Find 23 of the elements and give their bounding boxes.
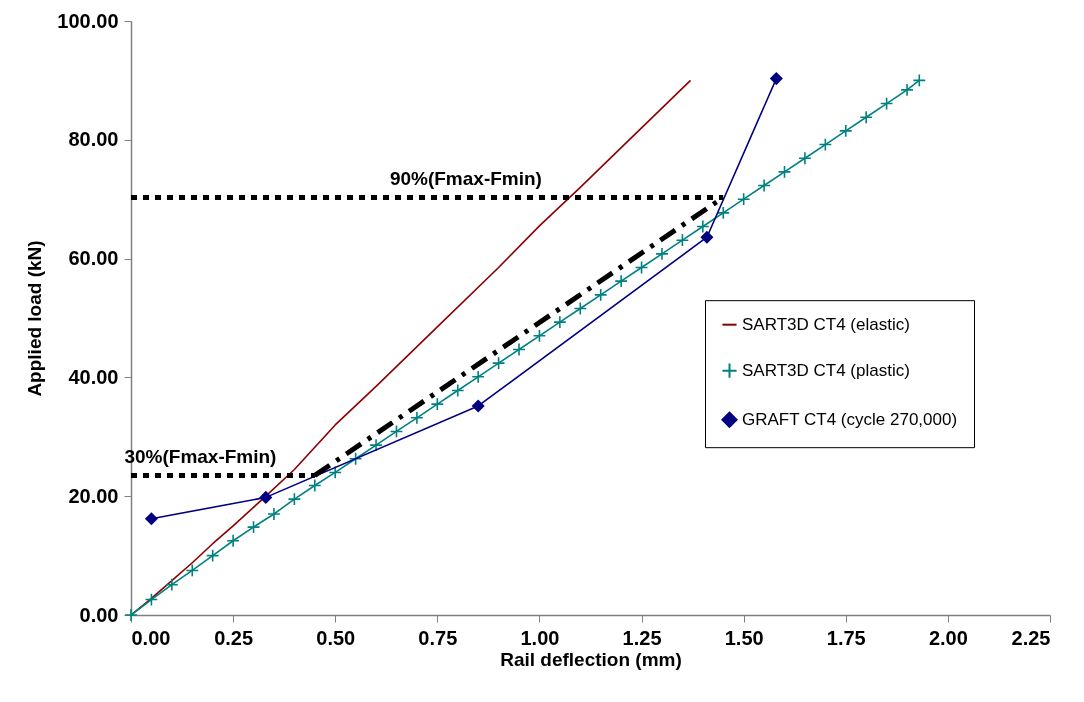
y-tick-label: 100.00 [57,9,119,32]
x-tick-label: 2.25 [1011,626,1051,649]
x-tick-label: 2.00 [928,626,968,649]
y-tick-label: 40.00 [68,365,119,388]
legend-label: SART3D CT4 (plastic) [742,360,910,380]
x-tick-label: 0.25 [214,626,254,649]
x-tick-label: 0.50 [316,626,356,649]
y-axis-title: Applied load (kN) [24,240,46,397]
x-tick-label: 1.50 [724,626,764,649]
annotation: 30%(Fmax-Fmin) [124,446,277,468]
y-tick-label: 80.00 [68,128,119,151]
x-axis-title: Rail deflection (mm) [500,648,682,670]
x-tick-label: 1.75 [826,626,866,649]
y-tick-label: 60.00 [68,247,119,270]
annotation: 90%(Fmax-Fmin) [389,168,542,190]
legend-label: GRAFT CT4 (cycle 270,000) [742,409,958,429]
legend-label: SART3D CT4 (elastic) [742,314,910,334]
x-tick-label: 0.75 [418,626,458,649]
x-tick-label: 1.00 [520,626,560,649]
y-tick-label: 0.00 [79,603,119,626]
y-tick-label: 20.00 [68,484,119,507]
x-tick-label: 0.00 [131,626,171,649]
x-tick-label: 1.25 [622,626,662,649]
